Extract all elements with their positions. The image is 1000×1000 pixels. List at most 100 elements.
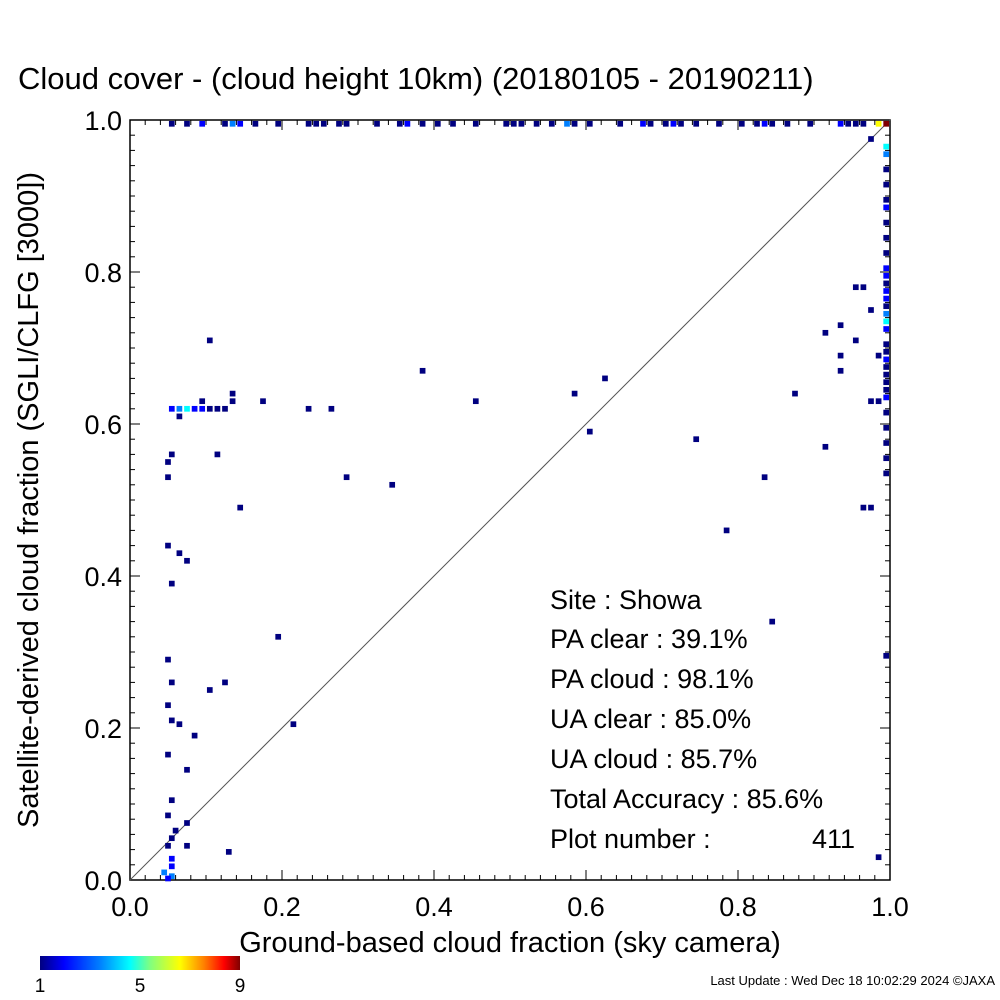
density-point [883, 303, 890, 310]
x-axis-label: Ground-based cloud fraction (sky camera) [239, 927, 781, 959]
density-point [260, 398, 266, 405]
density-point [320, 120, 327, 127]
density-point [343, 120, 350, 127]
density-point [883, 386, 890, 393]
density-point [222, 405, 228, 412]
density-point [450, 120, 456, 127]
density-point [168, 679, 175, 686]
density-point [419, 367, 426, 374]
density-point [328, 405, 335, 412]
density-point [165, 542, 171, 549]
density-point [883, 455, 890, 462]
density-point [229, 390, 236, 397]
x-tick-label: 0.4 [415, 892, 453, 922]
density-point [199, 398, 206, 405]
density-point [290, 721, 297, 728]
density-point [165, 875, 171, 882]
density-point [222, 679, 228, 686]
density-point [199, 405, 206, 412]
density-point [761, 474, 768, 481]
density-point [875, 120, 882, 127]
density-point [206, 405, 213, 412]
density-point [176, 721, 183, 728]
density-point [617, 120, 624, 127]
density-point [860, 504, 867, 511]
density-point [336, 120, 342, 127]
chart-title: Cloud cover - (cloud height 10km) (20180… [18, 61, 814, 96]
density-point [419, 120, 426, 127]
density-point [161, 869, 168, 876]
density-point [313, 120, 320, 127]
density-point [883, 204, 890, 211]
density-point [883, 166, 890, 173]
colorbar: 1 5 9 [35, 956, 246, 997]
density-point [404, 120, 411, 127]
density-point [176, 405, 183, 412]
density-point [883, 288, 890, 294]
density-point [184, 766, 190, 773]
density-point [883, 341, 890, 348]
colorbar-tick-labels: 1 5 9 [35, 976, 246, 997]
one-to-one-line [129, 119, 891, 881]
density-point [503, 120, 510, 127]
density-point [472, 398, 479, 405]
density-point [237, 120, 244, 127]
density-point [206, 337, 213, 344]
density-point [868, 307, 874, 313]
density-point [868, 504, 874, 511]
density-point [510, 120, 517, 127]
density-point [343, 474, 350, 481]
site-text: Site : Showa [550, 585, 703, 615]
density-point [165, 474, 171, 481]
density-point [716, 120, 722, 127]
density-point [883, 424, 890, 431]
density-point [883, 440, 890, 446]
density-point [822, 329, 829, 336]
colorbar-tick-label: 9 [235, 976, 246, 997]
density-point [883, 143, 890, 150]
density-point [837, 322, 844, 329]
x-tick-label: 1.0 [871, 892, 909, 922]
density-point [883, 356, 890, 363]
density-point [214, 451, 221, 458]
density-point [754, 120, 760, 127]
density-point [883, 181, 890, 188]
density-point [769, 618, 776, 625]
total-accuracy-text: Total Accuracy : 85.6% [550, 784, 823, 814]
density-point [389, 481, 396, 488]
density-point [852, 120, 859, 127]
density-point [883, 295, 890, 302]
density-point [571, 390, 578, 397]
y-tick-label: 0.8 [84, 258, 122, 288]
density-point [237, 504, 244, 511]
density-point [206, 687, 213, 693]
x-tick-label: 0.0 [111, 892, 149, 922]
density-point [222, 120, 228, 127]
y-tick-label: 0.4 [84, 562, 122, 592]
density-point [165, 459, 171, 465]
density-point [165, 656, 171, 663]
colorbar-tick-label: 1 [35, 976, 46, 997]
y-tick-label: 0.2 [84, 714, 122, 744]
density-point [883, 409, 890, 416]
density-point [172, 827, 179, 834]
density-point [191, 732, 198, 739]
density-point [571, 120, 578, 127]
density-point [165, 812, 171, 819]
density-point [184, 120, 190, 127]
density-point [176, 413, 183, 420]
density-point [883, 280, 890, 287]
density-point [305, 405, 312, 412]
density-point [176, 550, 183, 557]
density-point [883, 652, 890, 659]
density-point [374, 120, 380, 127]
density-point [662, 120, 669, 127]
density-point [784, 120, 791, 127]
plot-number-value: 411 [812, 824, 855, 854]
ua-cloud-text: UA cloud : 85.7% [550, 744, 757, 774]
stats-block: Site : Showa PA clear : 39.1% PA cloud :… [550, 585, 855, 854]
density-point [883, 219, 890, 226]
density-point [275, 120, 282, 127]
density-point [252, 120, 259, 127]
